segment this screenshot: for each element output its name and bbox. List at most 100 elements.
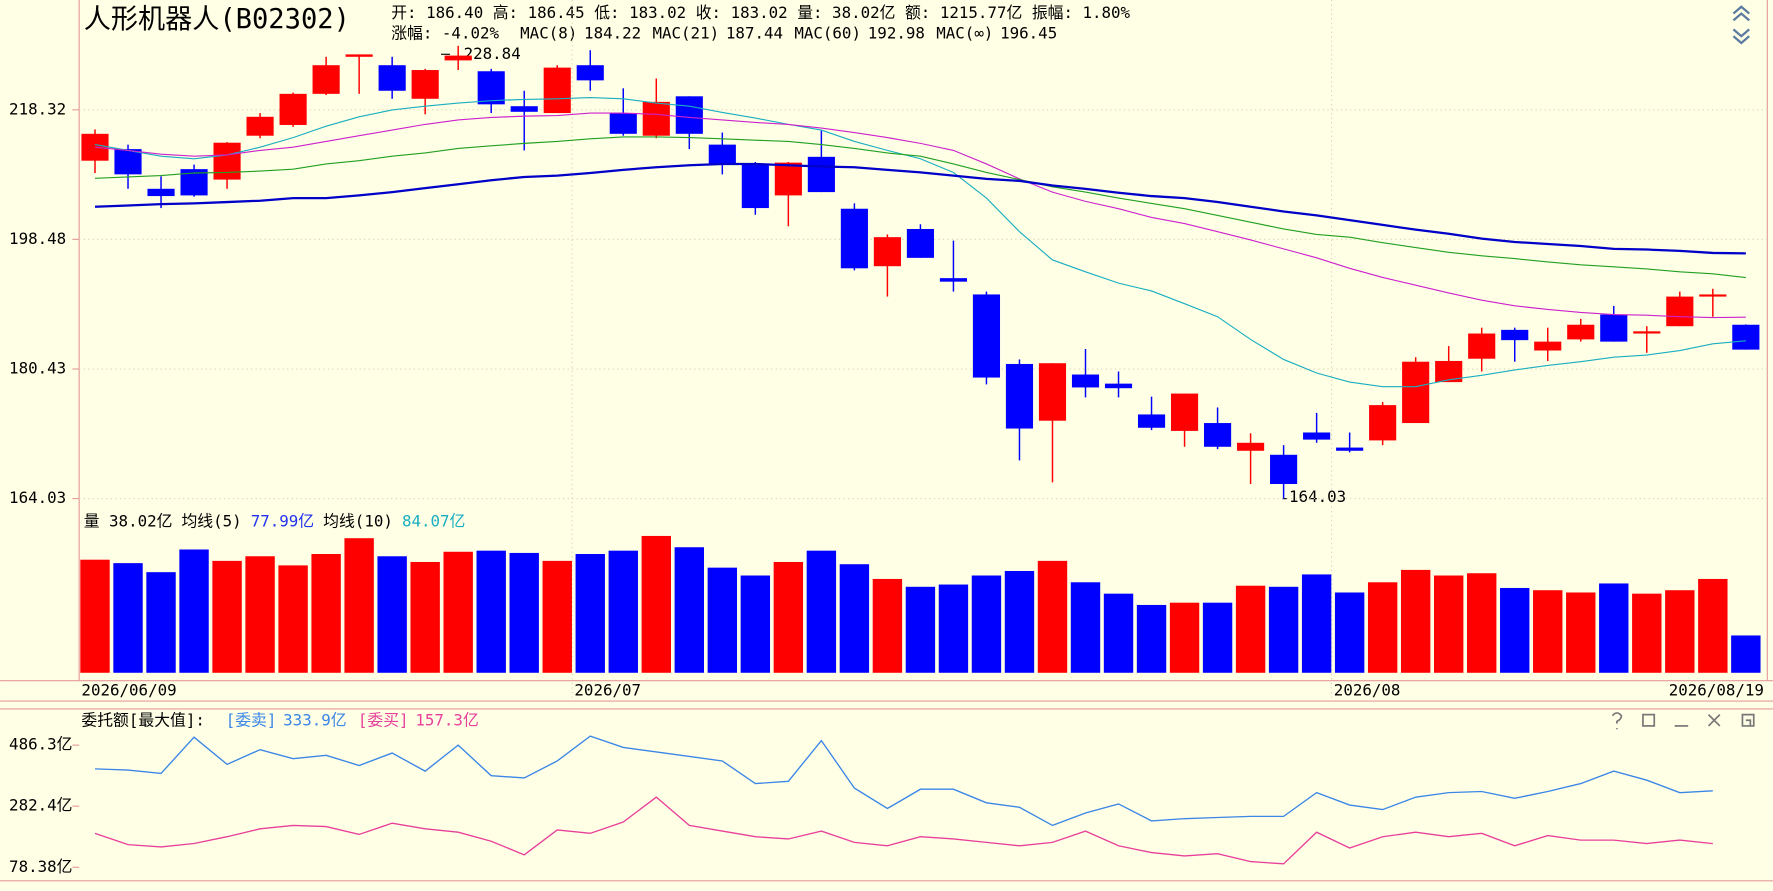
y-tick-label: 218.32 (9, 99, 66, 118)
ma-legend-name: MAC(60) (794, 23, 861, 42)
orderbook-title: 委托额[最大值]: (81, 710, 204, 729)
help-icon[interactable] (1611, 712, 1623, 730)
volume-bar (806, 550, 837, 673)
ma-legend-value: 187.44 (726, 23, 783, 42)
volume-bar (1202, 602, 1233, 673)
candle-body (1600, 314, 1628, 342)
ma-legend: 涨幅: -4.02% MAC(8) 184.22 MAC(21) 187.44 MAC(… (391, 23, 1057, 42)
legend-name: [委卖] (226, 710, 277, 729)
candle-body (345, 54, 373, 57)
volume-bar (1103, 593, 1134, 673)
candle-body (741, 163, 769, 209)
volume-bar (1698, 578, 1728, 673)
scroll-up[interactable] (1732, 5, 1750, 22)
volume-bar (1400, 569, 1431, 673)
candle-body (939, 278, 968, 282)
candle-body (1071, 374, 1100, 388)
candle-body (642, 101, 670, 136)
ma-legend-name: MAC(21) (652, 23, 719, 42)
x-tick-label: 2026/08 (1334, 680, 1401, 699)
scroll-icon[interactable] (1732, 5, 1750, 45)
volume-legend-item: 84.07亿 (402, 511, 465, 530)
ma-legend-name: MAC(∞) (936, 23, 993, 42)
candle-body (1270, 454, 1298, 484)
volume-legend-item: 均线(5) (181, 511, 241, 530)
candle-body (576, 65, 604, 81)
candle-body (1732, 324, 1760, 350)
candle-body (840, 208, 868, 269)
volume-bar (1433, 575, 1464, 673)
candle-body (1435, 360, 1463, 383)
ma-line (94, 97, 1746, 388)
candle-body (1402, 361, 1430, 424)
volume-bar (1731, 635, 1761, 673)
volume-bar (1334, 592, 1365, 673)
candle-body (1369, 405, 1397, 441)
legend-value: 333.9亿 (283, 710, 346, 729)
candle-body (1534, 341, 1562, 351)
volume-bar (1136, 604, 1167, 673)
volume-bar (641, 535, 671, 673)
candle-body (1666, 296, 1694, 327)
volume-bar (1301, 574, 1332, 673)
volume-bar (443, 551, 473, 673)
volume-bar (839, 564, 870, 673)
candle-body (1633, 331, 1661, 334)
x-tick-label: 2026/08/19 (1669, 680, 1764, 699)
volume-bar (575, 554, 605, 673)
orderbook-line (94, 796, 1713, 865)
annotation: 164.03 (1289, 487, 1346, 506)
pane-icons[interactable] (1611, 712, 1755, 730)
candle-body (1204, 423, 1232, 447)
volume-bar (872, 578, 903, 673)
volume-bar (80, 559, 110, 673)
candle-body (543, 67, 571, 114)
volume-legend-item: 均线(10) (323, 511, 393, 530)
volume-bar (707, 567, 738, 673)
volume-bar (674, 547, 705, 673)
orderbook-legend: 委托额[最大值]: [委卖] 333.9亿 [委买] 157.3亿 (81, 710, 478, 729)
scroll-down[interactable] (1732, 28, 1750, 45)
volume-bar (1070, 582, 1101, 673)
volume-bar (938, 584, 969, 673)
volume-bar (1467, 573, 1497, 673)
volume-bar (1235, 585, 1266, 673)
ma-legend-name: MAC(8) (520, 23, 577, 42)
annotation: 228.84 (464, 44, 521, 63)
candle-body (1699, 294, 1727, 297)
popout-icon[interactable] (1741, 713, 1755, 727)
candle-body (708, 144, 736, 164)
y-tick-label: 164.03 (9, 488, 66, 507)
candle-body (411, 70, 439, 99)
change: 涨幅: -4.02% (391, 23, 499, 42)
y-tick-label: 180.43 (9, 359, 66, 378)
candle-body (213, 142, 241, 180)
volume-bar (344, 538, 374, 673)
candle-body (1038, 363, 1067, 421)
candle-body (1170, 393, 1199, 431)
ma-line (94, 162, 1746, 255)
candle-body (675, 96, 703, 134)
candle-body (312, 65, 340, 94)
ma-legend-value: 192.98 (868, 23, 925, 42)
candle-body (1501, 329, 1529, 341)
volume-bar (1037, 560, 1068, 673)
ma-line (94, 112, 1746, 319)
volume-bar (179, 549, 209, 673)
candle-body (873, 237, 901, 267)
volume-legend: 量 38.02亿 均线(5) 77.99亿 均线(10) 84.07亿 (84, 511, 466, 530)
candle-body (279, 93, 307, 125)
candle-body (1336, 447, 1364, 451)
restore-icon[interactable] (1642, 713, 1656, 727)
close-icon[interactable] (1707, 714, 1721, 727)
y-tick-label: 78.38亿 (9, 857, 72, 876)
ma-line (94, 136, 1746, 279)
volume-bar (245, 556, 275, 673)
candle-body (1137, 414, 1166, 428)
ma-legend-value: 184.22 (584, 23, 641, 42)
candle-body (807, 156, 835, 193)
volume-bar (377, 556, 407, 673)
volume-bar (1599, 583, 1629, 673)
